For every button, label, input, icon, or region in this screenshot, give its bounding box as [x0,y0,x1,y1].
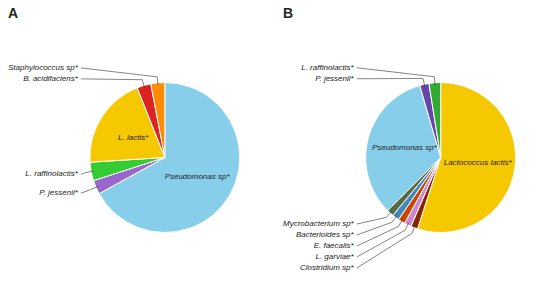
pie-chart: B Lactococcus lactis* Clostridium sp* L. ga… [283,5,516,272]
leader-lines [81,68,158,193]
slice-label: Pseudomonas sp* [372,143,438,152]
leader-line [357,216,397,235]
pie-chart: A Pseudomonas sp* P. jessenii* L. raffinola… [8,5,240,233]
slice-label: L. raffinolactis* [25,169,78,178]
slice-label: L. lactis* [118,133,149,142]
leader-line [357,220,403,247]
chart-title: B [283,5,293,21]
leader-line [357,68,435,85]
slice-label: B. acidifaciens* [23,74,79,83]
leader-line [81,79,145,88]
slice-label: Staphylococcus sp* [8,63,79,72]
slice-label: L. garviae* [315,252,354,261]
labels: Lactococcus lactis* Clostridium sp* L. gar… [283,63,513,272]
slices [366,83,516,233]
pie-slice [151,83,165,158]
leader-line [357,211,392,224]
slice-label: Pseudomonas sp* [165,172,231,181]
leader-line [357,226,415,269]
slice-label: L. raffinolactis* [301,63,354,72]
slice-label: Lactococcus lactis* [444,158,513,167]
slice-label: Bacterioides sp* [296,230,355,239]
leader-line [81,171,94,174]
slices [90,83,240,233]
slice-label: Mycrobacterium sp* [283,219,355,228]
chart-root: A Pseudomonas sp* P. jessenii* L. raffinola… [0,0,550,283]
labels: Pseudomonas sp* P. jessenii* L. raffinolac… [8,63,230,197]
slice-label: E. faecalis* [314,241,355,250]
slice-label: Clostridium sp* [300,263,355,272]
chart-title: A [8,5,18,21]
slice-label: P. jessenii* [315,74,354,83]
leader-line [81,68,158,85]
leader-line [81,186,98,193]
leader-lines [357,68,435,268]
leader-line [357,78,425,86]
slice-label: P. jessenii* [39,188,78,197]
